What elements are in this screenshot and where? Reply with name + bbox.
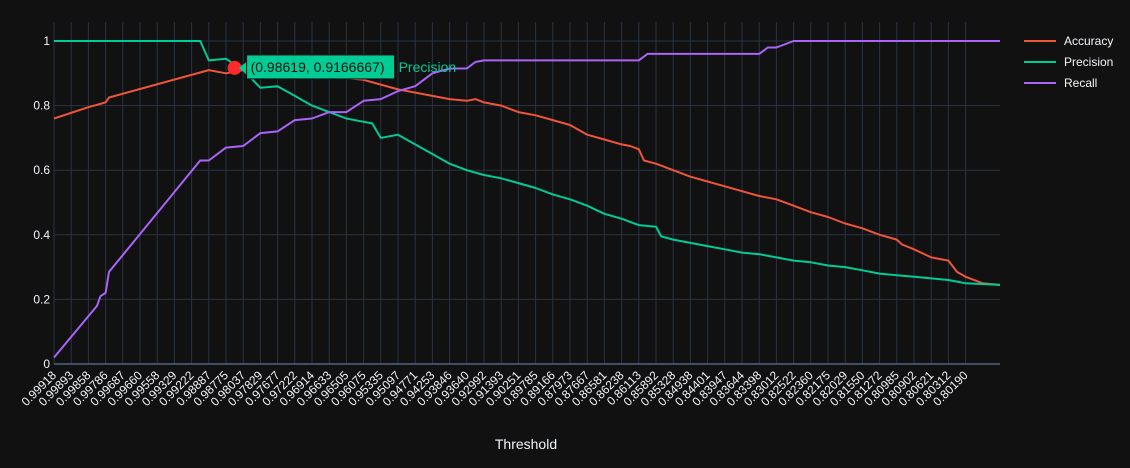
legend-item-accuracy[interactable]: Accuracy — [1024, 34, 1113, 48]
x-axis-title: Threshold — [495, 436, 557, 452]
y-tick-label: 0.2 — [33, 292, 50, 306]
legend-item-recall[interactable]: Recall — [1024, 76, 1097, 90]
tooltip-value: (0.98619, 0.9166667) — [251, 59, 385, 75]
plot-background — [54, 22, 1000, 364]
y-tick-label: 0.4 — [33, 228, 50, 242]
legend-item-precision[interactable]: Precision — [1024, 55, 1113, 69]
recall-line[interactable] — [53, 40, 1000, 359]
legend-label: Accuracy — [1064, 34, 1113, 48]
y-tick-label: 0.8 — [33, 99, 50, 113]
precision-line[interactable] — [54, 40, 1001, 286]
y-tick-label: 0.6 — [33, 163, 50, 177]
tooltip-pointer — [238, 61, 247, 74]
grid — [53, 22, 1000, 365]
hover-tooltip: (0.98619, 0.9166667) Precision — [227, 54, 457, 80]
hover-point-marker — [227, 60, 242, 75]
legend-label: Precision — [1064, 55, 1113, 69]
tooltip-series-name: Precision — [399, 59, 457, 75]
y-axis: 0 0.2 0.4 0.6 0.8 1 — [33, 34, 50, 371]
legend-label: Recall — [1064, 76, 1097, 90]
y-tick-label: 0 — [43, 357, 50, 371]
legend[interactable]: Accuracy Precision Recall — [1024, 34, 1113, 90]
tooltip-box — [246, 54, 396, 80]
y-tick-label: 1 — [43, 34, 50, 48]
x-axis: 0.999180.998930.998580.997860.996870.996… — [19, 368, 971, 409]
